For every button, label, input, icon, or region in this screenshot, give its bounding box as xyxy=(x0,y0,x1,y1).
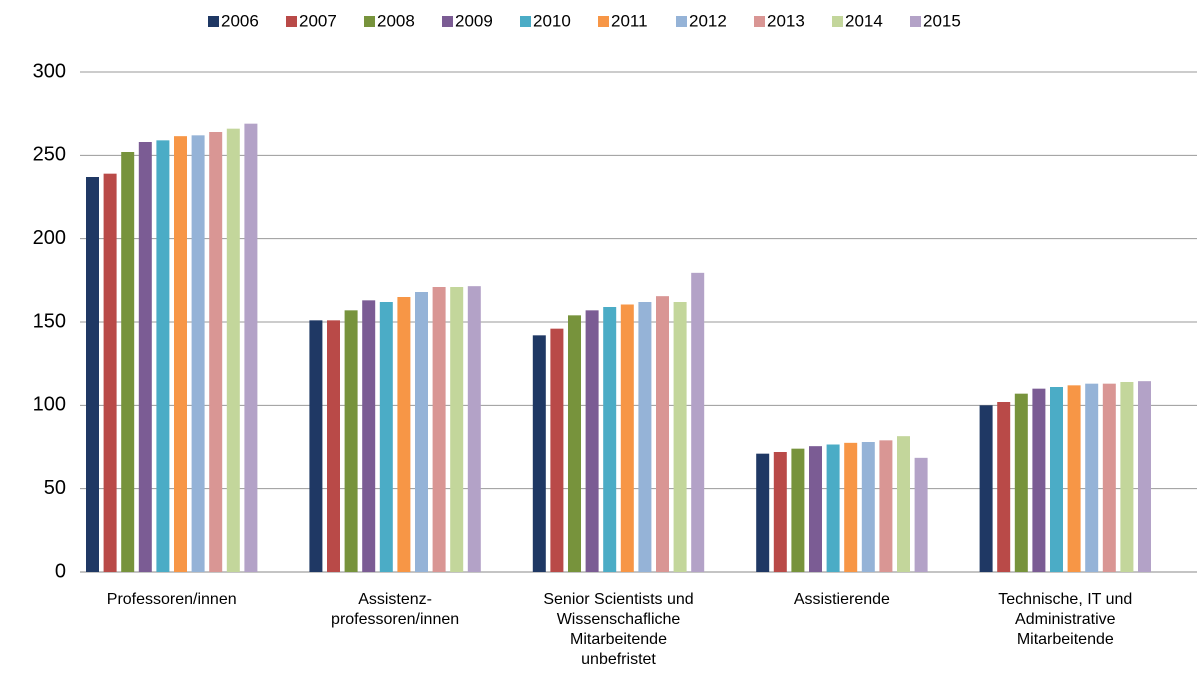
y-tick-label: 100 xyxy=(33,394,66,416)
legend-swatch xyxy=(442,16,453,27)
y-tick-label: 50 xyxy=(44,477,66,499)
bar xyxy=(397,297,411,572)
bar xyxy=(209,132,223,572)
bar xyxy=(638,302,652,572)
bar xyxy=(244,123,258,573)
y-tick-label: 200 xyxy=(33,227,66,249)
y-tick-label: 300 xyxy=(33,60,66,82)
legend-label: 2013 xyxy=(767,11,805,30)
y-tick-label: 0 xyxy=(55,560,66,582)
bar xyxy=(532,335,546,572)
bar xyxy=(309,320,323,572)
bar xyxy=(673,302,687,572)
legend-label: 2012 xyxy=(689,11,727,30)
bar xyxy=(568,315,581,572)
legend-label: 2008 xyxy=(377,11,415,30)
bar xyxy=(191,135,205,573)
bar xyxy=(979,405,993,572)
legend-swatch xyxy=(754,16,765,27)
x-tick-label: Assistierende xyxy=(794,591,890,608)
bar xyxy=(656,296,669,572)
bar xyxy=(826,444,840,572)
bar xyxy=(773,452,787,572)
bar xyxy=(156,140,170,573)
bar xyxy=(1102,383,1116,572)
x-tick-label: Technische, IT und Administrative Mitarbei… xyxy=(998,591,1132,648)
bar xyxy=(861,442,875,572)
bar xyxy=(1014,393,1028,572)
bar xyxy=(86,177,99,572)
legend-swatch xyxy=(598,16,609,27)
bar xyxy=(1138,381,1151,572)
bar xyxy=(897,436,910,572)
bar xyxy=(756,453,770,572)
bar xyxy=(1050,387,1063,572)
bar xyxy=(585,310,599,572)
legend-swatch xyxy=(286,16,297,27)
bar xyxy=(344,310,358,572)
bar xyxy=(362,300,376,572)
legend-label: 2010 xyxy=(533,11,571,30)
legend-swatch xyxy=(676,16,687,27)
legend-label: 2006 xyxy=(221,11,259,30)
bar xyxy=(809,446,822,572)
bar xyxy=(226,128,240,572)
legend-swatch xyxy=(910,16,921,27)
bar xyxy=(1085,383,1099,572)
legend-swatch xyxy=(208,16,219,27)
legend-swatch xyxy=(832,16,843,27)
bar xyxy=(1067,385,1081,572)
bar xyxy=(603,307,617,572)
bar xyxy=(121,152,135,572)
bar xyxy=(432,287,446,572)
x-tick-label: Assistenz-professoren/innen xyxy=(331,591,459,628)
x-tick-label: Senior Scientists und Wissenschafliche Mit… xyxy=(543,591,693,668)
bar xyxy=(1032,388,1046,572)
x-tick-label: Professoren/innen xyxy=(107,591,237,608)
y-tick-label: 150 xyxy=(33,310,66,332)
bar xyxy=(138,142,152,572)
legend-label: 2015 xyxy=(923,11,961,30)
bar xyxy=(691,272,705,572)
bar xyxy=(103,173,117,572)
legend-label: 2007 xyxy=(299,11,337,30)
y-tick-label: 250 xyxy=(33,144,66,166)
bar xyxy=(415,292,428,572)
bar xyxy=(379,302,393,572)
bar xyxy=(550,328,564,572)
legend-label: 2014 xyxy=(845,11,883,30)
bar xyxy=(997,402,1011,572)
bar xyxy=(450,287,464,572)
bar xyxy=(879,440,893,572)
bar xyxy=(1120,382,1134,572)
bar xyxy=(620,304,634,572)
bar xyxy=(327,320,340,572)
legend-label: 2009 xyxy=(455,11,493,30)
bar xyxy=(914,457,928,572)
legend-label: 2011 xyxy=(611,11,648,30)
legend-swatch xyxy=(520,16,531,27)
legend-swatch xyxy=(364,16,375,27)
bar xyxy=(174,136,187,572)
bar xyxy=(467,286,481,572)
bar xyxy=(844,442,858,572)
bar xyxy=(791,448,805,572)
